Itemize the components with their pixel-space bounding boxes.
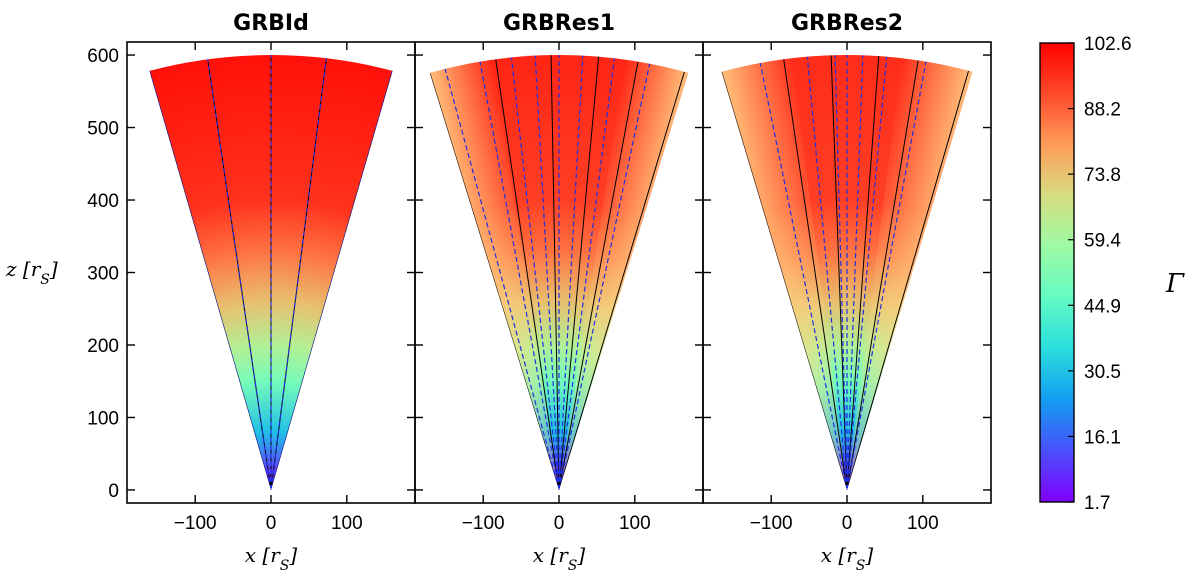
colorbar: 1.7 16.1 30.5 44.9 59.4 73.8 88.2 102.6 Γ xyxy=(1039,34,1185,514)
edge-fade xyxy=(721,55,847,490)
streamline-dashed xyxy=(806,56,848,490)
streamline-solid xyxy=(558,61,639,490)
y-tick-label: 600 xyxy=(87,46,119,67)
colorbar-bar xyxy=(1039,42,1075,503)
streamline-solid xyxy=(846,56,880,490)
streamline-solid xyxy=(846,70,970,490)
y-tick-label: 200 xyxy=(87,336,119,357)
x-axis-label: x [rS] xyxy=(533,543,586,574)
streamline-dashed xyxy=(534,55,560,490)
streamline-dashed xyxy=(834,55,848,490)
y-tick-label: 400 xyxy=(87,191,119,212)
streamline-solid xyxy=(550,55,560,490)
panel-grbres2: GRBRes2 −100 0 100 x [rS] xyxy=(702,11,992,574)
streamline-dashed xyxy=(846,55,864,490)
x-tick-label: 100 xyxy=(331,513,363,534)
axes-labels: z [rS] xyxy=(5,257,58,288)
x-tick-label: −100 xyxy=(750,513,793,534)
streamline-solid xyxy=(830,55,848,490)
colorbar-tick-label: 30.5 xyxy=(1084,362,1121,383)
streamline-dashed xyxy=(846,56,888,490)
colorbar-tick-label: 73.8 xyxy=(1084,165,1121,186)
streamline-dashed xyxy=(558,55,584,490)
panel-grbres1: GRBRes1 −100 0 100 x [rS] xyxy=(414,11,704,574)
streamline-dashed xyxy=(444,68,560,490)
x-tick-label: 0 xyxy=(266,513,277,534)
x-tick-label: 0 xyxy=(842,513,853,534)
x-tick-label: 100 xyxy=(907,513,939,534)
streamline-dashed xyxy=(759,62,848,490)
y-axis-label: z [rS] xyxy=(5,257,58,288)
streamline-dashed xyxy=(207,59,272,490)
panel-title: GRBId xyxy=(233,11,309,36)
x-tick-label: 0 xyxy=(554,513,565,534)
y-tick-label: 300 xyxy=(87,264,119,285)
streamline-dashed xyxy=(846,61,927,490)
x-tick-label: 100 xyxy=(619,513,651,534)
streamline-solid xyxy=(558,56,600,490)
panel-title: GRBRes2 xyxy=(791,11,903,36)
edge-fade xyxy=(429,55,559,490)
colorbar-tick-label: 16.1 xyxy=(1084,427,1121,448)
y-tick-label: 500 xyxy=(87,119,119,140)
streamline-dashed xyxy=(558,58,616,490)
x-axis-label: x [rS] xyxy=(245,543,298,574)
colorbar-tick-label: 59.4 xyxy=(1084,231,1121,252)
streamline-dashed xyxy=(558,63,651,490)
colorbar-tick-label: 44.9 xyxy=(1084,296,1121,317)
panel-grbid: GRBId −100 0 100 0 100 200 300 400 500 600 x [rS] xyxy=(87,11,416,574)
colorbar-tick-label: 88.2 xyxy=(1084,100,1121,121)
x-axis-label: x [rS] xyxy=(821,543,874,574)
y-tick-label: 100 xyxy=(87,408,119,429)
streamline-solid xyxy=(846,60,919,490)
streamline-dashed xyxy=(270,58,328,490)
streamline-solid xyxy=(783,59,848,490)
streamline-solid xyxy=(558,71,685,490)
streamline-dashed xyxy=(510,57,560,490)
streamline-dashed xyxy=(479,61,560,490)
y-tick-label: 0 xyxy=(108,481,119,502)
colorbar-tick-label: 102.6 xyxy=(1084,34,1132,55)
colorbar-label: Γ xyxy=(1165,269,1185,299)
x-tick-label: −100 xyxy=(462,513,505,534)
colorbar-tick-label: 1.7 xyxy=(1084,493,1110,514)
x-tick-label: −100 xyxy=(174,513,217,534)
streamline-solid xyxy=(495,59,560,490)
panel-title: GRBRes1 xyxy=(503,11,615,36)
